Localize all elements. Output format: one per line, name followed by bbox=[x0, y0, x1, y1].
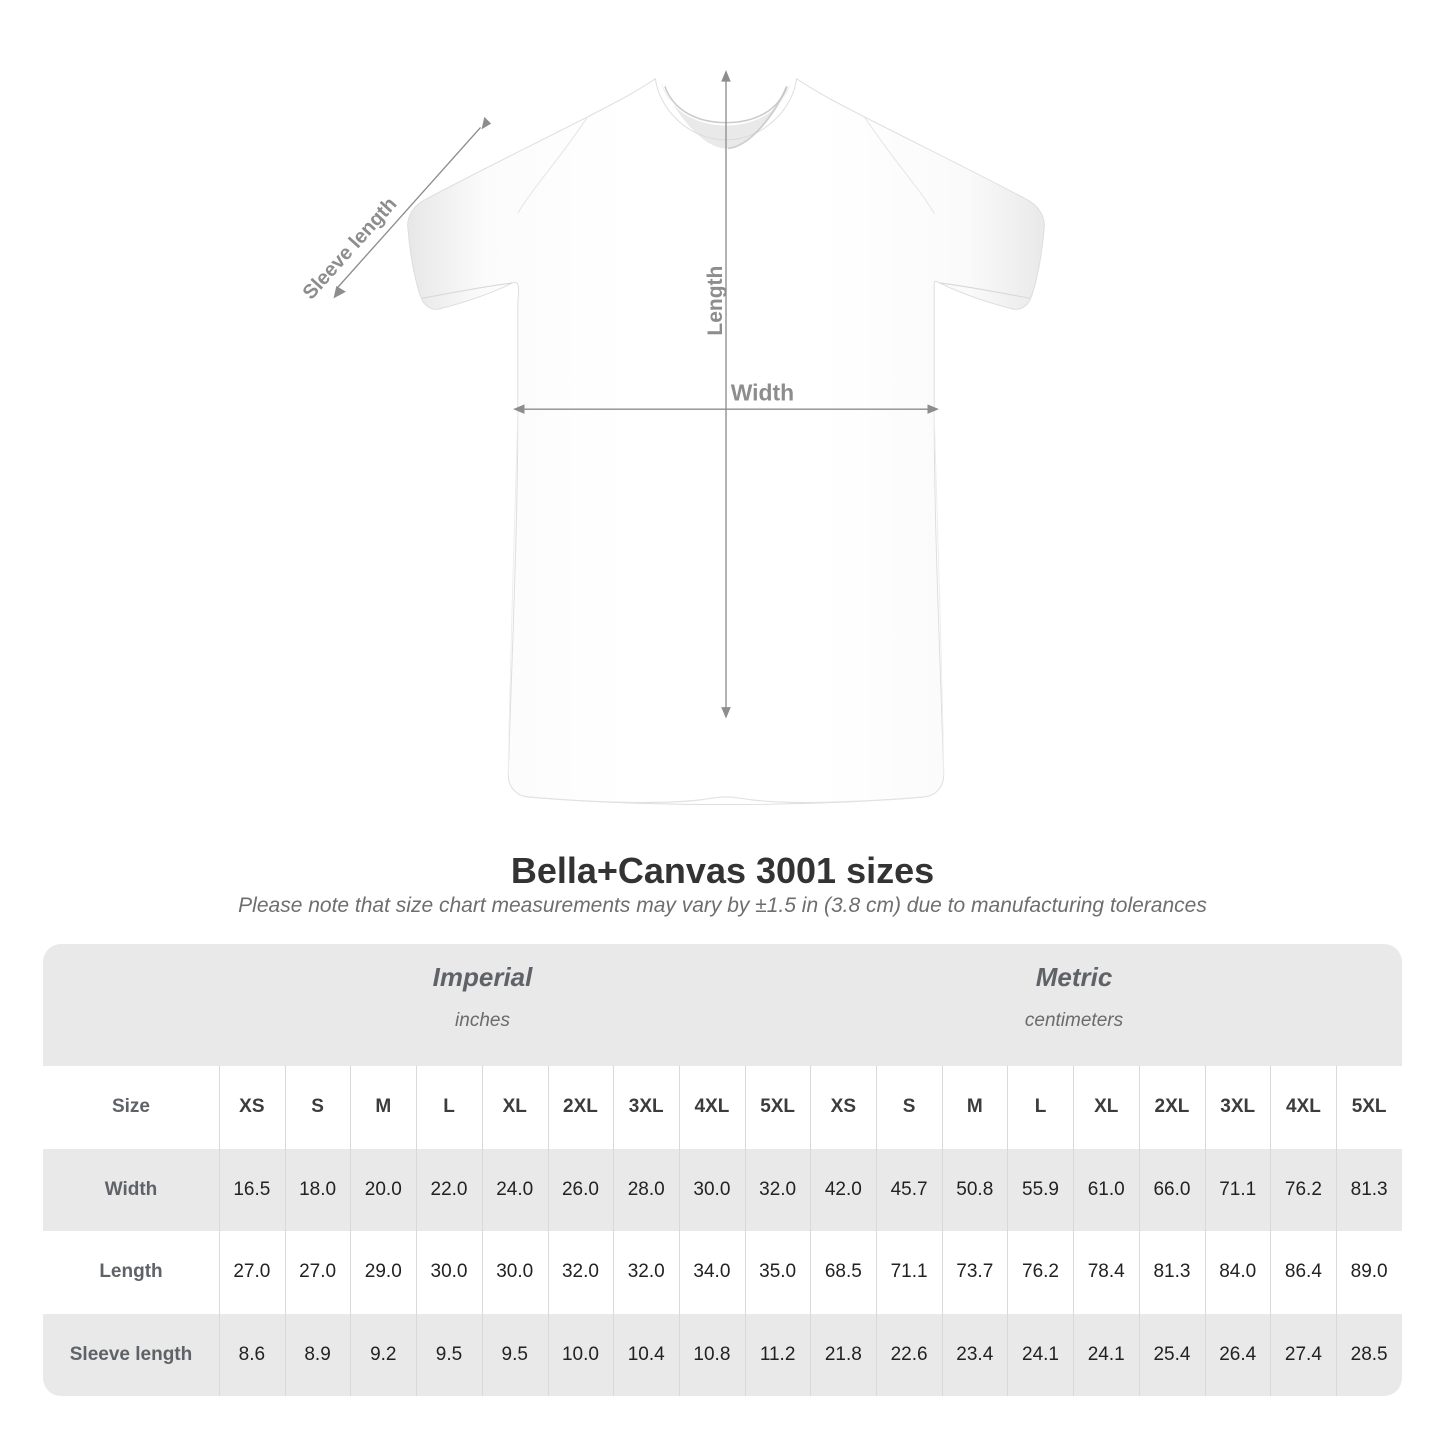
svg-text:Length: Length bbox=[704, 266, 727, 336]
svg-text:Sleeve length: Sleeve length bbox=[299, 193, 402, 304]
svg-text:Width: Width bbox=[731, 380, 794, 406]
